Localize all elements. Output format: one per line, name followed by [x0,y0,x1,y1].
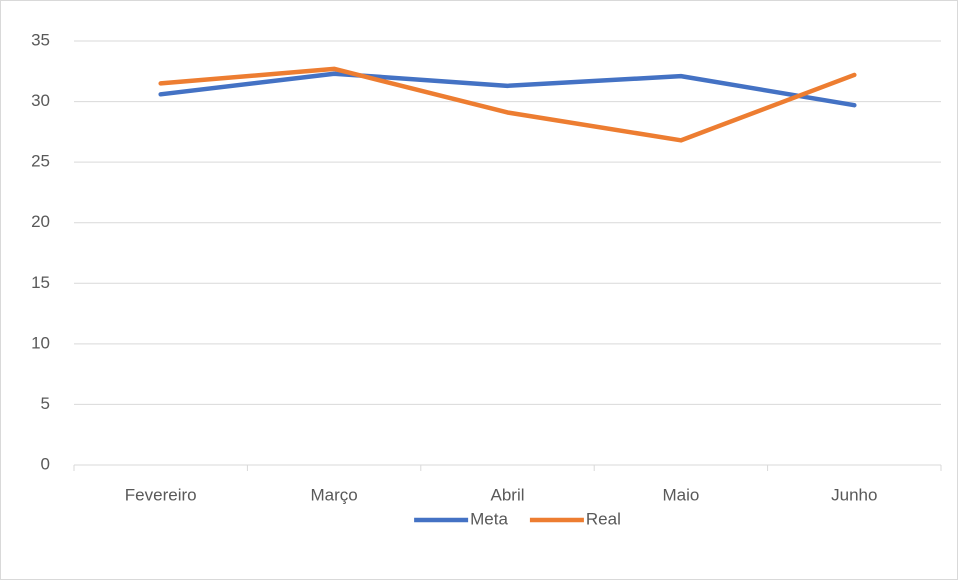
y-tick-label: 10 [31,333,50,352]
y-tick-label: 5 [41,394,50,413]
x-tick-label: Junho [831,485,877,504]
y-tick-label: 20 [31,212,50,231]
x-tick-label: Maio [662,485,699,504]
x-tick-label: Fevereiro [125,485,197,504]
x-tick-label: Abril [490,485,524,504]
line-series [158,66,857,143]
y-tick-label: 0 [41,454,50,473]
line-series [158,71,857,108]
legend-label: Meta [470,509,508,528]
y-tick-label: 30 [31,91,50,110]
y-tick-label: 35 [31,30,50,49]
x-tick-label: Março [310,485,357,504]
y-tick-label: 15 [31,273,50,292]
y-tick-label: 25 [31,152,50,171]
legend-label: Real [586,509,621,528]
